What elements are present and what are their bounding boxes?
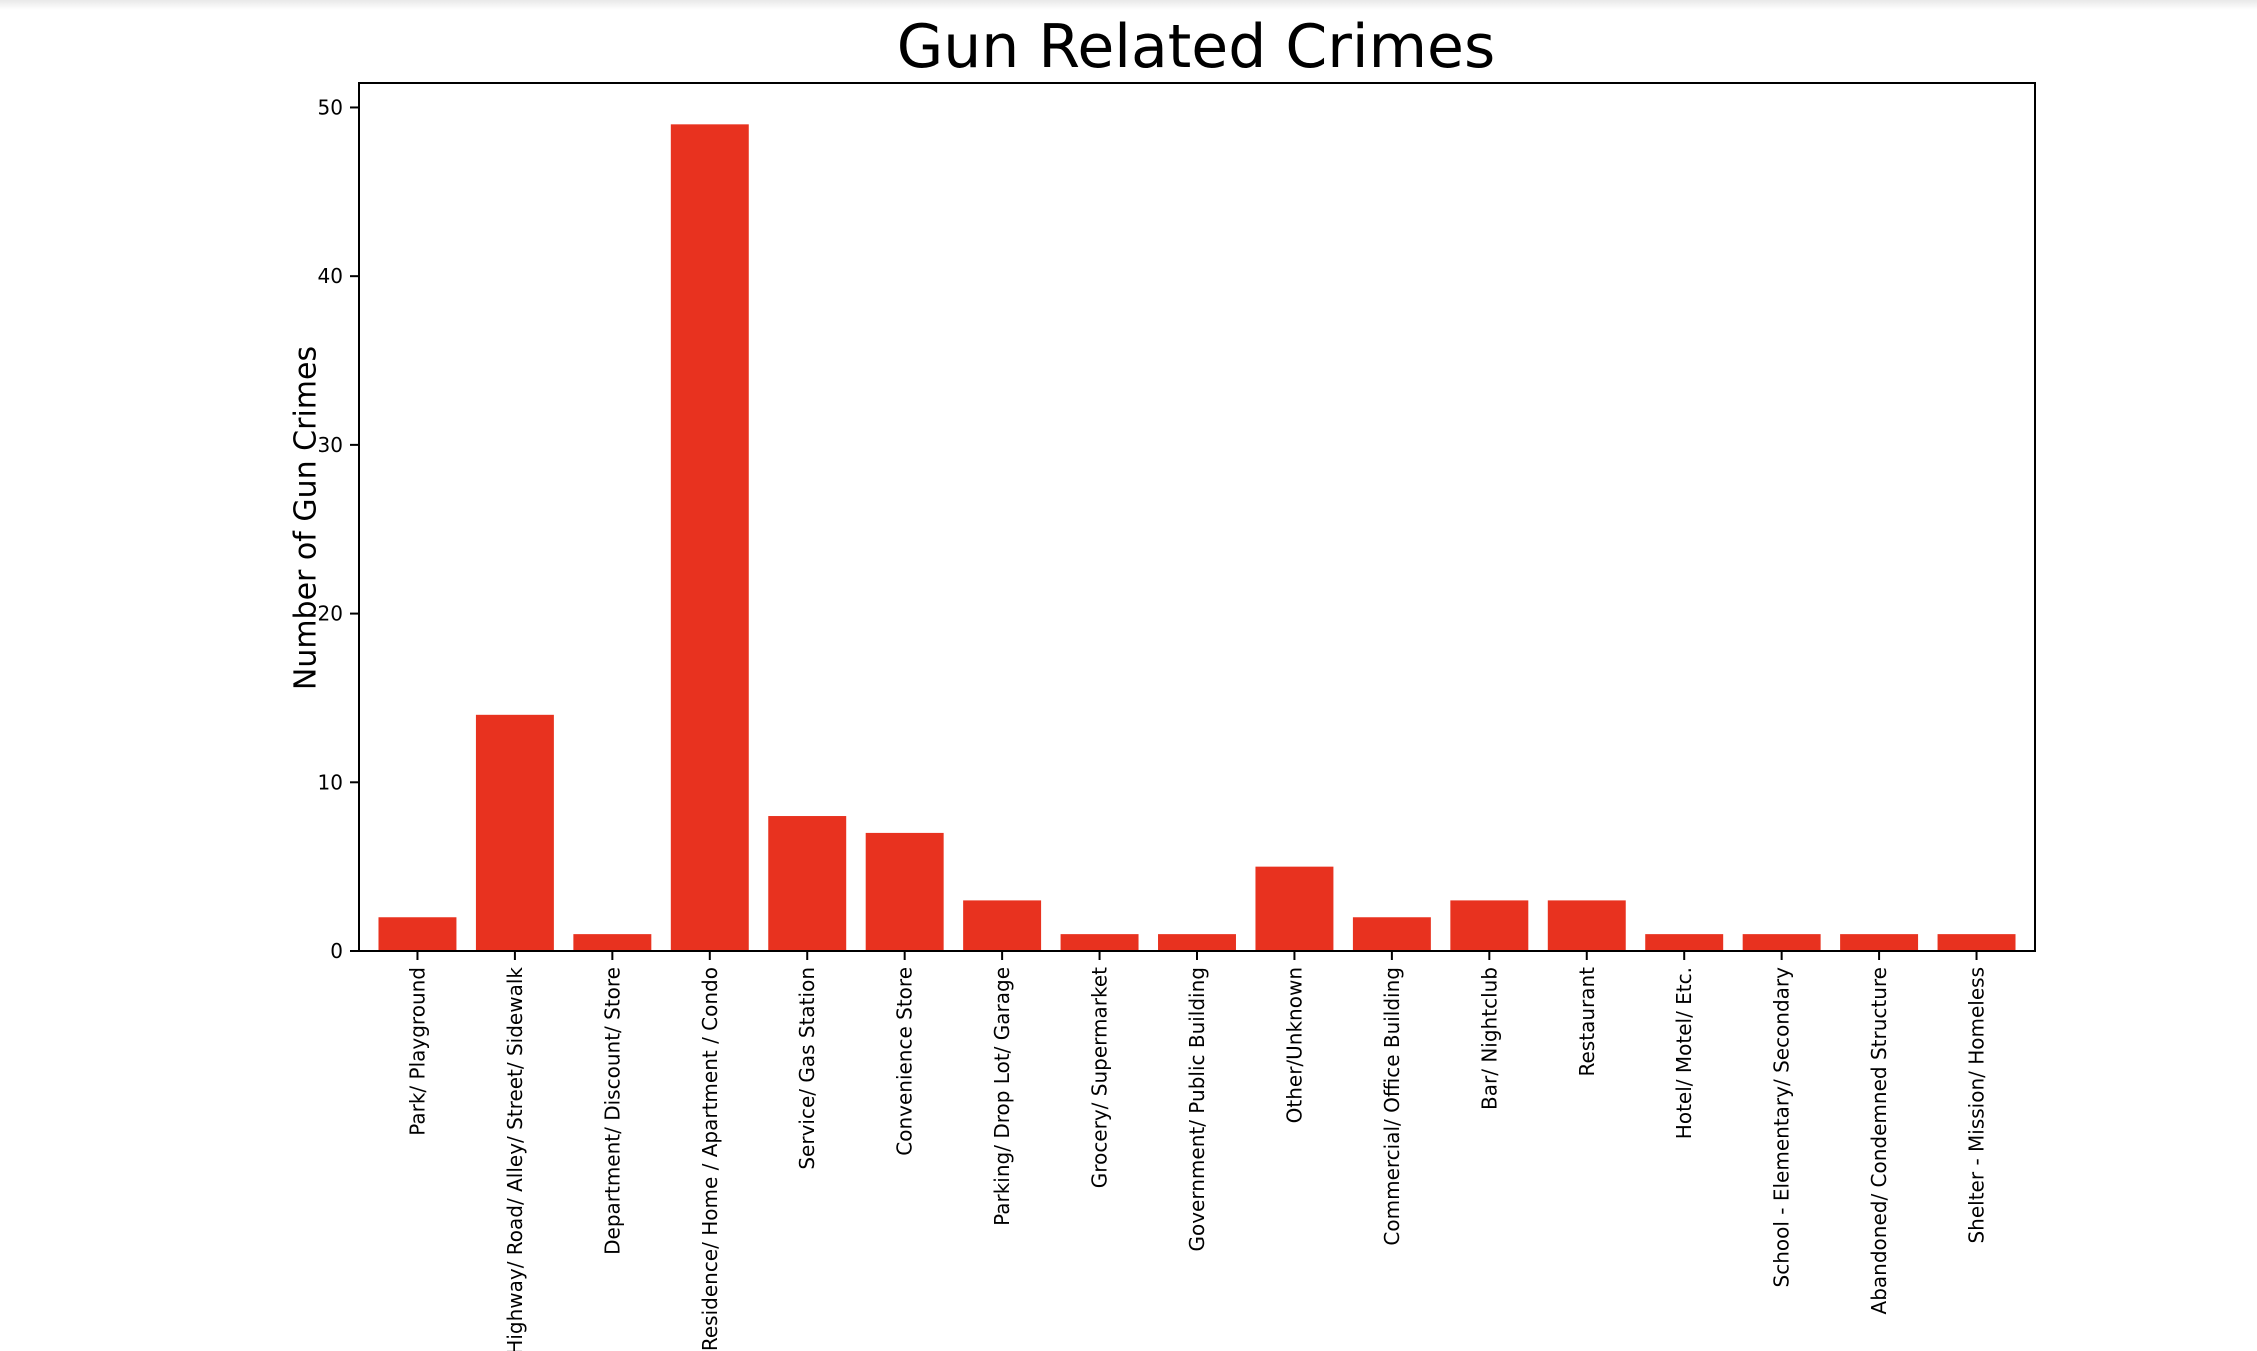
- x-axis: Park/ Playground Highway/ Road/ Alley/ St…: [405, 951, 1989, 1351]
- bar-2: [573, 934, 652, 951]
- plot-frame: [358, 82, 2036, 952]
- bar-1: [475, 714, 554, 951]
- bar-8: [1158, 934, 1236, 951]
- chart-title: Gun Related Crimes: [897, 12, 1495, 82]
- bar-12: [1547, 900, 1626, 951]
- y-tick-label: 0: [330, 939, 343, 963]
- x-tick-label: Park/ Playground: [405, 967, 429, 1136]
- window-top-strip: [0, 0, 2257, 10]
- y-axis: 0 10 20 30 40 50: [318, 95, 359, 963]
- x-tick-label: Parking/ Drop Lot/ Garage: [990, 967, 1014, 1226]
- y-tick-label: 50: [318, 95, 343, 119]
- bar-15: [1840, 934, 1919, 951]
- bar-10: [1352, 917, 1431, 951]
- bar-16: [1937, 934, 2016, 951]
- bar-9: [1255, 866, 1334, 951]
- x-tick-label: Bar/ Nightclub: [1477, 967, 1501, 1110]
- bars-group: [378, 124, 2016, 952]
- y-axis-label: Number of Gun Crimes: [289, 346, 324, 690]
- x-tick-label: School - Elementary/ Secondary: [1770, 967, 1794, 1288]
- y-tick-label: 20: [318, 602, 343, 626]
- y-tick-label: 10: [318, 770, 343, 794]
- bar-7: [1060, 934, 1139, 951]
- x-tick-label: Other/Unknown: [1282, 967, 1306, 1123]
- x-tick-label: Convenience Store: [893, 967, 917, 1156]
- bar-11: [1450, 900, 1529, 951]
- bar-13: [1645, 934, 1724, 951]
- x-tick-label: Grocery/ Supermarket: [1088, 967, 1112, 1188]
- x-tick-label: Commercial/ Office Building: [1380, 967, 1404, 1246]
- y-tick-label: 30: [318, 433, 343, 457]
- x-tick-label: Shelter - Mission/ Homeless: [1965, 967, 1989, 1244]
- x-tick-label: Restaurant: [1575, 967, 1599, 1077]
- x-tick-label: Residence/ Home / Apartment / Condo: [698, 967, 722, 1351]
- bar-14: [1742, 934, 1821, 951]
- x-tick-label: Hotel/ Motel/ Etc.: [1672, 967, 1696, 1139]
- bar-5: [865, 832, 944, 951]
- bar-0: [378, 917, 457, 951]
- bar-6: [963, 900, 1042, 951]
- x-tick-label: Abandoned/ Condemned Structure: [1867, 967, 1891, 1314]
- x-tick-label: Government/ Public Building: [1185, 967, 1209, 1252]
- bar-3: [670, 124, 749, 952]
- y-tick-label: 40: [318, 264, 343, 288]
- x-tick-label: Service/ Gas Station: [795, 967, 819, 1170]
- x-tick-label: Department/ Discount/ Store: [600, 967, 624, 1255]
- x-tick-label: Highway/ Road/ Alley/ Street/ Sidewalk: [503, 967, 527, 1351]
- bar-4: [768, 816, 847, 951]
